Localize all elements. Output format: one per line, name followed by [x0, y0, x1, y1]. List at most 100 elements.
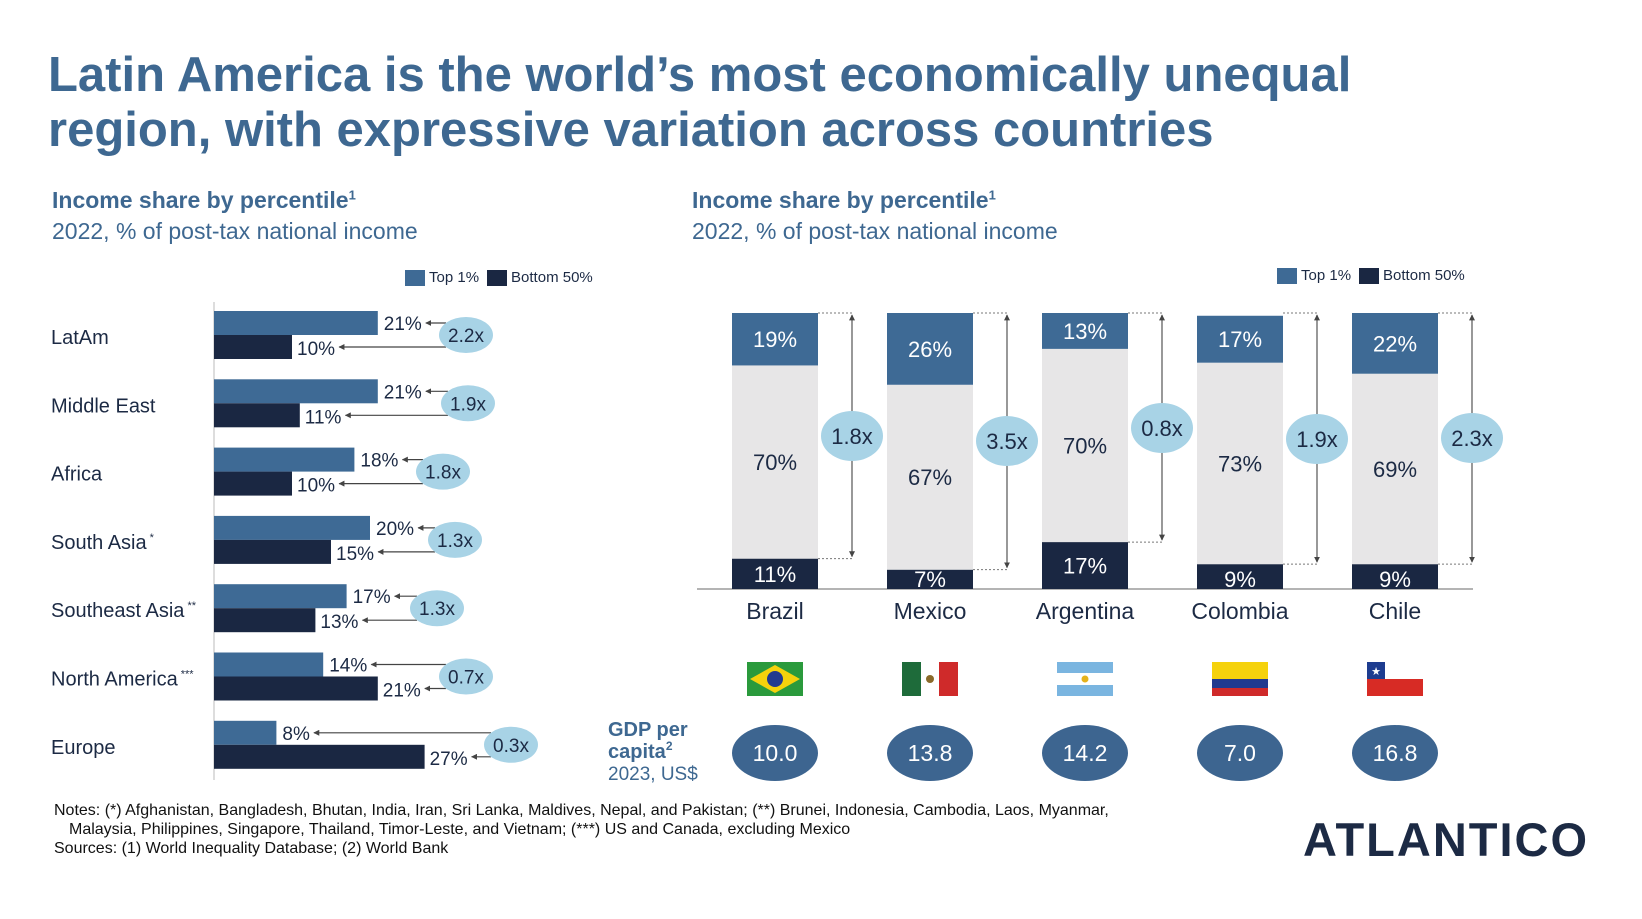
- top1-segment-label: 17%: [1218, 327, 1262, 352]
- region-label: Southeast Asia **: [51, 600, 197, 622]
- bottom50-value-label: 11%: [305, 407, 342, 428]
- bottom50-bar: [214, 676, 378, 701]
- country-label: Mexico: [894, 598, 967, 624]
- gdp-value: 10.0: [753, 740, 798, 766]
- legend-swatch-bottom50: [487, 269, 508, 286]
- country-label: Colombia: [1191, 598, 1288, 624]
- ratio-label: 1.3x: [419, 599, 455, 620]
- middle-segment-label: 69%: [1373, 457, 1417, 482]
- gdp-bubble: [1042, 725, 1128, 781]
- bottom50-segment: [1042, 542, 1128, 589]
- ratio-label: 0.8x: [1141, 416, 1183, 441]
- bottom50-segment: [1197, 564, 1283, 589]
- chile-flag-icon: ★: [1367, 662, 1423, 696]
- gdp-bubble: [1352, 725, 1438, 781]
- top1-bar: [214, 515, 370, 540]
- top1-bar: [214, 720, 277, 745]
- flag-yellow: [1212, 662, 1268, 679]
- flag-red: [939, 662, 958, 696]
- legend-bottom50: Bottom 50%: [1359, 267, 1465, 284]
- ratio-bubble: [439, 317, 493, 353]
- country-column: 7% 67% 26% 3.5x Mexico 13.8: [887, 312, 1038, 781]
- left-heading-sup: 1: [348, 187, 356, 203]
- top1-segment: [1197, 315, 1283, 363]
- bottom50-segment-label: 17%: [1063, 554, 1107, 579]
- legend-label-top1: Top 1%: [429, 269, 480, 286]
- bottom50-segment: [732, 558, 818, 589]
- ratio-bubble: [428, 521, 482, 558]
- region-label: Europe: [51, 737, 116, 759]
- ratio-label: 0.3x: [493, 736, 529, 757]
- middle-segment: [1197, 362, 1283, 565]
- region-label: LatAm: [51, 327, 109, 349]
- bottom50-segment-label: 11%: [754, 562, 796, 587]
- region-label: South Asia *: [51, 532, 155, 554]
- top1-segment-label: 19%: [753, 327, 797, 352]
- bottom50-segment-label: 7%: [914, 567, 946, 592]
- atlantico-logo: ATLANTICO: [1303, 813, 1590, 866]
- bottom50-bar: [214, 539, 331, 564]
- top1-value-label: 20%: [376, 519, 414, 540]
- left-legend: Top 1% Bottom 50%: [405, 269, 601, 286]
- ratio-label: 1.9x: [1296, 427, 1338, 452]
- bottom50-bar: [214, 403, 300, 428]
- ratio-bubble: [976, 416, 1038, 466]
- bottom50-bar: [214, 744, 425, 769]
- ratio-bubble: [416, 453, 470, 490]
- ratio-bubble: [821, 411, 883, 461]
- middle-segment-label: 67%: [908, 465, 952, 490]
- bottom50-bar: [214, 608, 316, 633]
- bottom50-segment: [887, 569, 973, 589]
- flag-emblem: [926, 675, 934, 683]
- country-column: 9% 69% 22% 2.3x Chile ★ 16.8: [1352, 312, 1503, 781]
- middle-segment-label: 70%: [753, 450, 797, 475]
- top1-segment: [732, 313, 818, 366]
- gdp-value: 16.8: [1373, 740, 1418, 766]
- flag-canton: [1367, 662, 1385, 679]
- bottom50-bar: [214, 335, 292, 359]
- top1-segment: [1042, 313, 1128, 349]
- notes-line-1: Notes: (*) Afghanistan, Bangladesh, Bhut…: [54, 802, 1109, 819]
- region-label: North America ***: [51, 669, 194, 691]
- gdp-label-line-2: capita2: [608, 739, 673, 763]
- right-heading-text: Income share by percentile: [692, 187, 989, 213]
- middle-segment: [1042, 348, 1128, 543]
- flag-sun: [1081, 675, 1089, 683]
- right-heading-sup: 1: [988, 187, 996, 203]
- bottom50-value-label: 10%: [297, 476, 335, 497]
- bottom50-value-label: 27%: [430, 749, 468, 770]
- top1-value-label: 18%: [360, 451, 398, 472]
- middle-segment: [1352, 373, 1438, 565]
- mexico-flag-icon: [902, 662, 958, 696]
- flag-blue: [1212, 679, 1268, 688]
- region-footnote-mark: *: [150, 532, 155, 544]
- right-chart-caption: 2022, % of post-tax national income: [692, 218, 1058, 244]
- left-chart-caption: 2022, % of post-tax national income: [52, 218, 418, 244]
- gdp-value: 14.2: [1063, 740, 1108, 766]
- region-label: Africa: [51, 464, 103, 486]
- bottom50-value-label: 21%: [383, 681, 421, 702]
- legend-swatch-top1: [405, 269, 425, 286]
- ratio-bubble: [439, 658, 493, 695]
- country-column: 9% 73% 17% 1.9x Colombia 7.0: [1191, 312, 1348, 781]
- country-label: Brazil: [746, 598, 804, 624]
- flag-red: [1367, 679, 1423, 696]
- ratio-bubble: [484, 726, 538, 763]
- legend-top1: Top 1%: [1277, 267, 1351, 284]
- middle-segment: [732, 365, 818, 559]
- ratio-bubble: [441, 385, 495, 422]
- bottom50-segment-label: 9%: [1379, 567, 1411, 592]
- ratio-label: 1.9x: [450, 394, 486, 415]
- brazil-flag-icon: [747, 662, 803, 696]
- top1-value-label: 14%: [329, 656, 367, 677]
- legend-bottom50: Bottom 50%: [487, 269, 593, 286]
- left-chart-heading: Income share by percentile1: [52, 187, 356, 214]
- gdp-value: 13.8: [908, 740, 953, 766]
- top1-segment-label: 22%: [1373, 331, 1417, 356]
- flag-top-stripe: [1057, 662, 1113, 673]
- gdp-label-line-3: 2023, US$: [608, 764, 698, 785]
- right-stacked-chart: 11% 70% 19% 1.8x Brazil 10.0 7% 67% 26% 3.5x Mexic…: [608, 312, 1503, 785]
- flag-red: [1212, 688, 1268, 696]
- footnotes: Notes: (*) Afghanistan, Bangladesh, Bhut…: [54, 801, 1254, 858]
- top1-segment-label: 13%: [1063, 319, 1107, 344]
